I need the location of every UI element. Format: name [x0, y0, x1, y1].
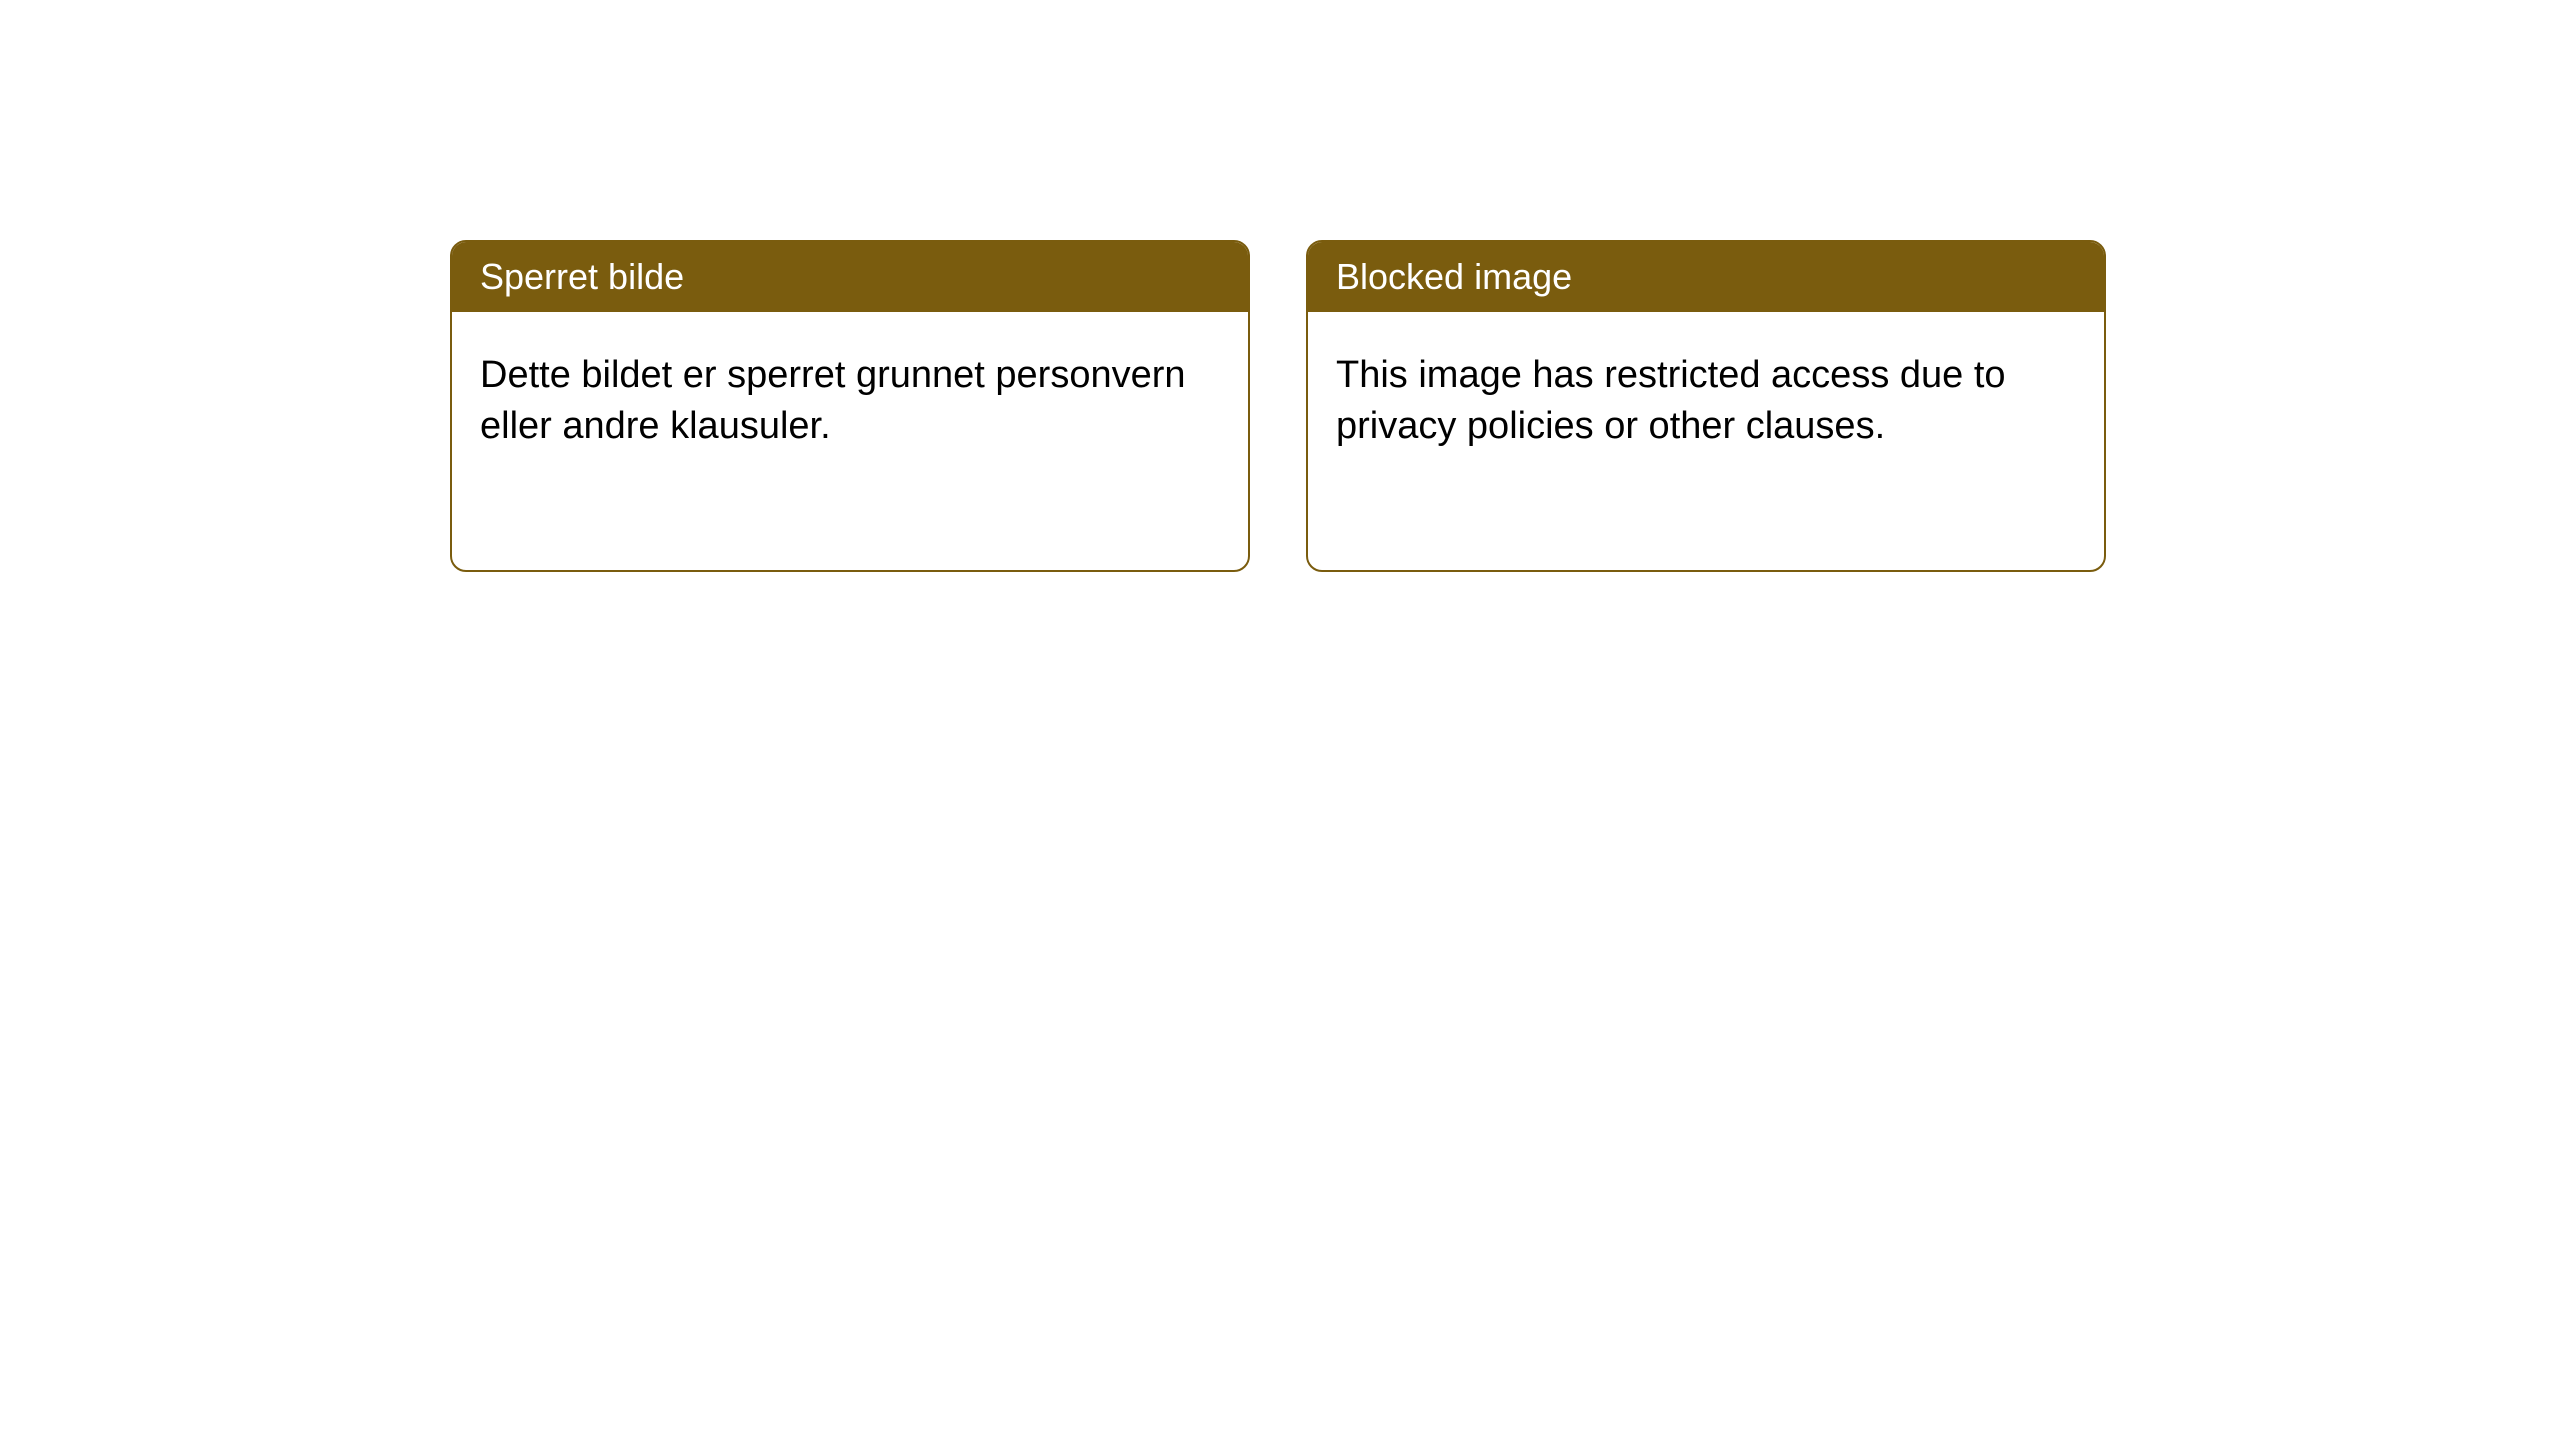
card-header-nb: Sperret bilde [452, 242, 1248, 312]
card-text-en: This image has restricted access due to … [1336, 354, 2006, 447]
blocked-notice-card-nb: Sperret bilde Dette bildet er sperret gr… [450, 240, 1250, 572]
card-header-en: Blocked image [1308, 242, 2104, 312]
card-title-nb: Sperret bilde [480, 256, 684, 297]
card-body-en: This image has restricted access due to … [1308, 312, 2104, 491]
blocked-notice-card-en: Blocked image This image has restricted … [1306, 240, 2106, 572]
card-text-nb: Dette bildet er sperret grunnet personve… [480, 354, 1186, 447]
card-body-nb: Dette bildet er sperret grunnet personve… [452, 312, 1248, 491]
card-title-en: Blocked image [1336, 256, 1572, 297]
notice-container: Sperret bilde Dette bildet er sperret gr… [450, 240, 2106, 572]
